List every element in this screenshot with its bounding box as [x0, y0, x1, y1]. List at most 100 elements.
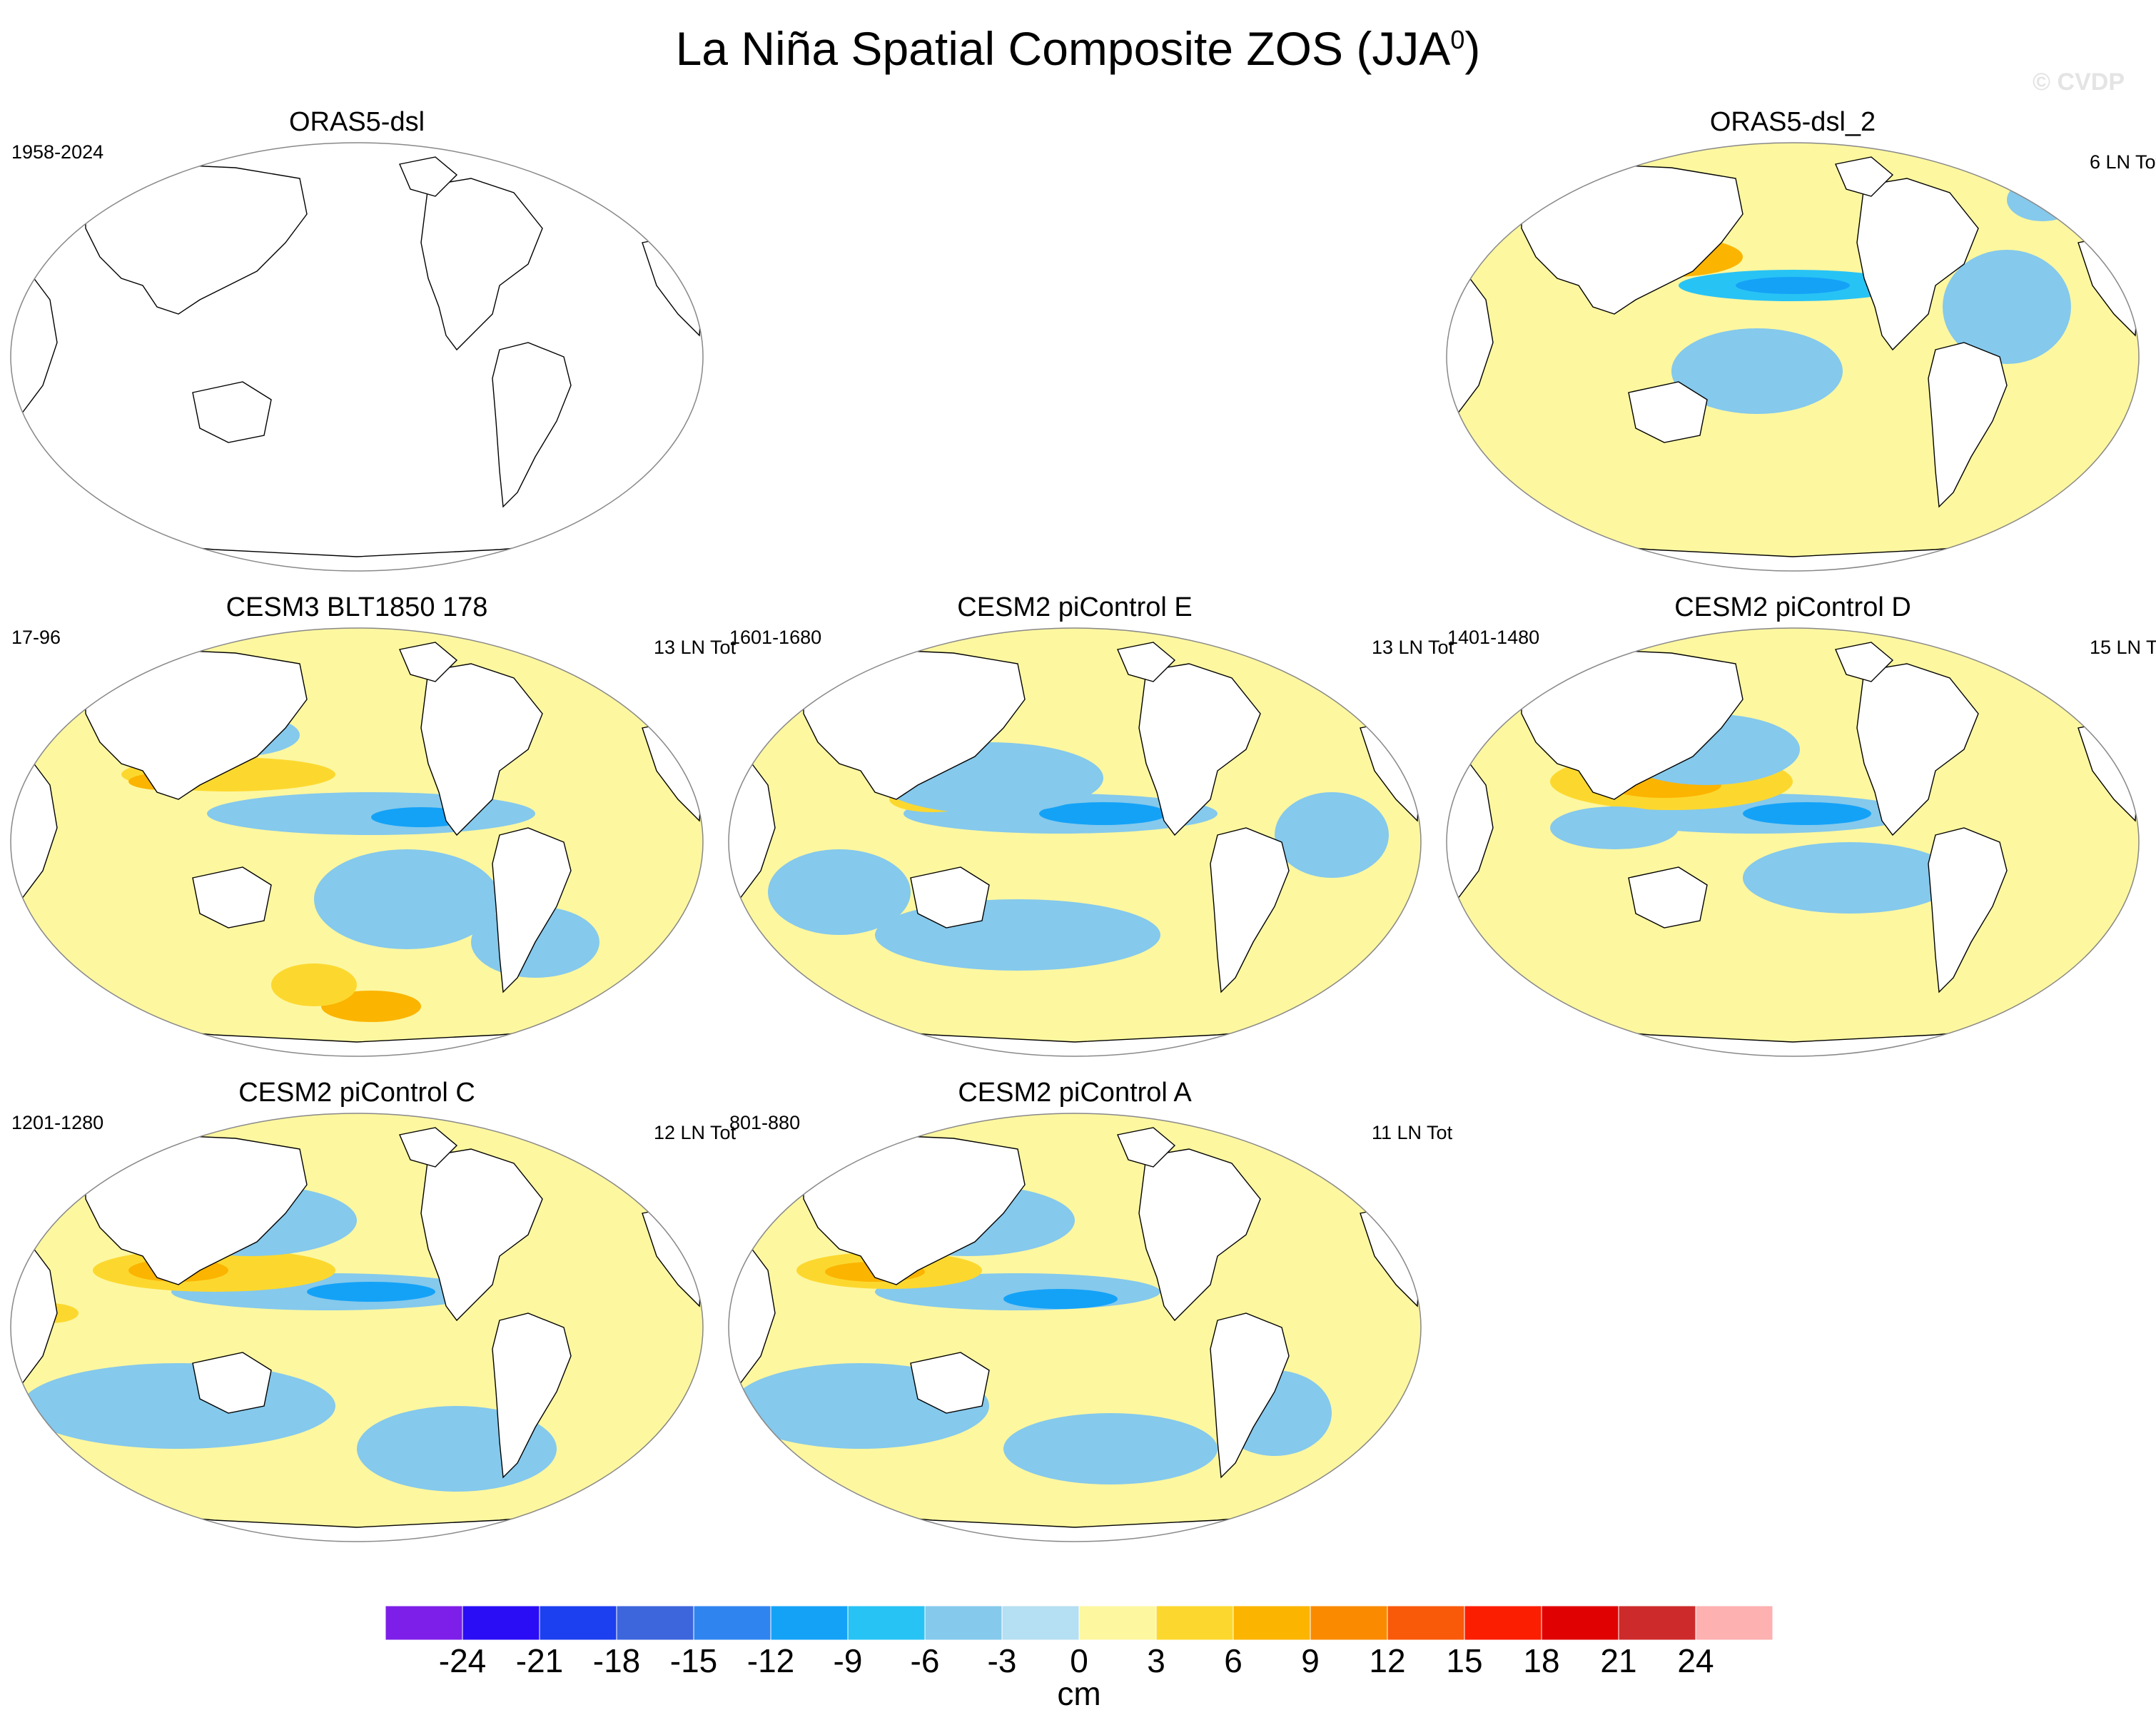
- world-map: [1446, 142, 2140, 572]
- colorbar-tick-label: -3: [987, 1642, 1017, 1679]
- colorbar-box: [539, 1606, 617, 1640]
- map-panel-cesm2-picontrol-c: CESM2 piControl C 1201-1280 12 LN Tot: [0, 1078, 736, 1563]
- panel-title: CESM3 BLT1850 178: [226, 592, 488, 622]
- colorbar-box: [1618, 1606, 1696, 1640]
- continent-greenland: [399, 642, 458, 682]
- colorbar-box: [693, 1606, 771, 1640]
- colorbar-tick-label: 15: [1446, 1642, 1483, 1679]
- continent-europe-africa-east: [642, 235, 703, 337]
- panel-count: 13 LN Tot: [654, 637, 737, 658]
- colorbar-tick-label: 9: [1301, 1642, 1320, 1679]
- panel-years: 17-96: [11, 627, 61, 648]
- continent-australia: [1628, 381, 1708, 443]
- colorbar: [385, 1606, 1773, 1640]
- colorbar-box: [847, 1606, 926, 1640]
- colorbar-box: [1464, 1606, 1542, 1640]
- colorbar-tick-label: 18: [1523, 1642, 1560, 1679]
- colorbar-unit-label: cm: [1057, 1675, 1101, 1712]
- continent-asia: [803, 1134, 1026, 1285]
- panel-title: CESM2 piControl C: [238, 1078, 475, 1108]
- panel-count: 15 LN Tot: [2090, 637, 2156, 658]
- map-border: [10, 1113, 704, 1542]
- colorbar-tick-label: -18: [592, 1642, 641, 1679]
- continent-australia: [910, 866, 990, 929]
- anomaly-region: [1743, 842, 1957, 914]
- panel-count: 11 LN Tot: [1372, 1122, 1453, 1143]
- continent-south-america: [1928, 827, 2008, 993]
- colorbar-tick-label: -6: [910, 1642, 940, 1679]
- continent-north-america: [1138, 663, 1261, 836]
- continent-greenland: [1117, 642, 1176, 682]
- colorbar-labels: -24 -21 -18 -15 -12 -9 -6 -3 0 3 6 9 12 15 18 21 24: [385, 1641, 1773, 1684]
- colorbar-box: [1310, 1606, 1388, 1640]
- continent-asia: [1521, 649, 1743, 800]
- continent-asia: [803, 649, 1026, 800]
- world-map: [10, 627, 704, 1057]
- anomaly-region: [1550, 806, 1679, 849]
- continent-north-america: [1856, 663, 1979, 836]
- colorbar-box: [1233, 1606, 1311, 1640]
- continent-africa: [11, 270, 58, 415]
- continent-south-america: [492, 827, 572, 993]
- map-panel-cesm2-picontrol-e: CESM2 piControl E 1601-1680 13 LN Tot: [718, 592, 1454, 1078]
- panel-title: ORAS5-dsl_2: [1709, 107, 1876, 137]
- colorbar-tick-label: 0: [1070, 1642, 1088, 1679]
- map-panel-oras5-dsl-2: ORAS5-dsl_2 6 LN Tot: [1436, 107, 2156, 592]
- continent-greenland: [1117, 1127, 1176, 1168]
- map-border: [1446, 142, 2140, 572]
- map-border: [728, 627, 1422, 1057]
- world-map: [1446, 627, 2140, 1057]
- map-border: [10, 142, 704, 572]
- panel-title: CESM2 piControl D: [1674, 592, 1911, 622]
- continent-south-america: [492, 342, 572, 508]
- colorbar-box: [385, 1606, 463, 1640]
- colorbar-tick-label: 3: [1147, 1642, 1165, 1679]
- anomaly-region: [1743, 802, 1871, 825]
- continent-asia: [1521, 163, 1743, 315]
- panel-years: 1201-1280: [11, 1112, 104, 1133]
- colorbar-box: [1387, 1606, 1465, 1640]
- anomaly-region: [1003, 1413, 1218, 1484]
- anomaly-region: [1671, 328, 1843, 414]
- map-border: [1446, 627, 2140, 1057]
- chart-title: La Niña Spatial Composite ZOS (JJA0): [0, 21, 2156, 76]
- continent-australia: [192, 866, 272, 929]
- continent-south-america: [1210, 827, 1290, 993]
- colorbar-tick-label: 12: [1369, 1642, 1406, 1679]
- anomaly-region: [1736, 277, 1850, 294]
- map-panel-cesm2-picontrol-a: CESM2 piControl A 801-880 11 LN Tot: [718, 1078, 1452, 1563]
- map-panel-cesm2-picontrol-d: CESM2 piControl D 1401-1480 15 LN Tot: [1436, 592, 2156, 1078]
- panel-title: ORAS5-dsl: [288, 107, 425, 137]
- colorbar-tick-label: -21: [515, 1642, 564, 1679]
- world-map: [728, 1113, 1422, 1542]
- colorbar-box: [1695, 1606, 1773, 1640]
- colorbar-box: [1001, 1606, 1080, 1640]
- panel-title: CESM2 piControl E: [957, 592, 1193, 622]
- anomaly-region: [1275, 792, 1389, 878]
- colorbar-tick-label: 6: [1224, 1642, 1243, 1679]
- colorbar-tick-label: -15: [669, 1642, 718, 1679]
- map-panel-cesm3-blt1850: CESM3 BLT1850 178 17-96 13 LN Tot: [0, 592, 736, 1078]
- continent-south-america: [1210, 1312, 1290, 1479]
- continent-north-america: [1138, 1148, 1261, 1322]
- panel-years: 1401-1480: [1447, 627, 1540, 648]
- panel-title: CESM2 piControl A: [958, 1078, 1192, 1108]
- panel-years: 801-880: [729, 1112, 801, 1133]
- anomaly-region: [1943, 250, 2071, 364]
- continent-south-america: [492, 1312, 572, 1479]
- continent-north-america: [420, 663, 543, 836]
- anomaly-region: [1003, 1289, 1118, 1309]
- colorbar-tick-label: -12: [746, 1642, 795, 1679]
- colorbar-box: [1078, 1606, 1157, 1640]
- continent-greenland: [1835, 642, 1894, 682]
- panel-count: 6 LN Tot: [2090, 151, 2156, 173]
- colorbar-box: [770, 1606, 849, 1640]
- watermark: © CVDP: [2033, 69, 2125, 96]
- colorbar-box: [924, 1606, 1003, 1640]
- continent-asia: [85, 649, 308, 800]
- continent-asia: [85, 1134, 308, 1285]
- chart-title-text: La Niña Spatial Composite ZOS (JJA: [675, 22, 1451, 75]
- colorbar-box: [616, 1606, 694, 1640]
- panel-count: 13 LN Tot: [1372, 637, 1454, 658]
- world-map: [728, 627, 1422, 1057]
